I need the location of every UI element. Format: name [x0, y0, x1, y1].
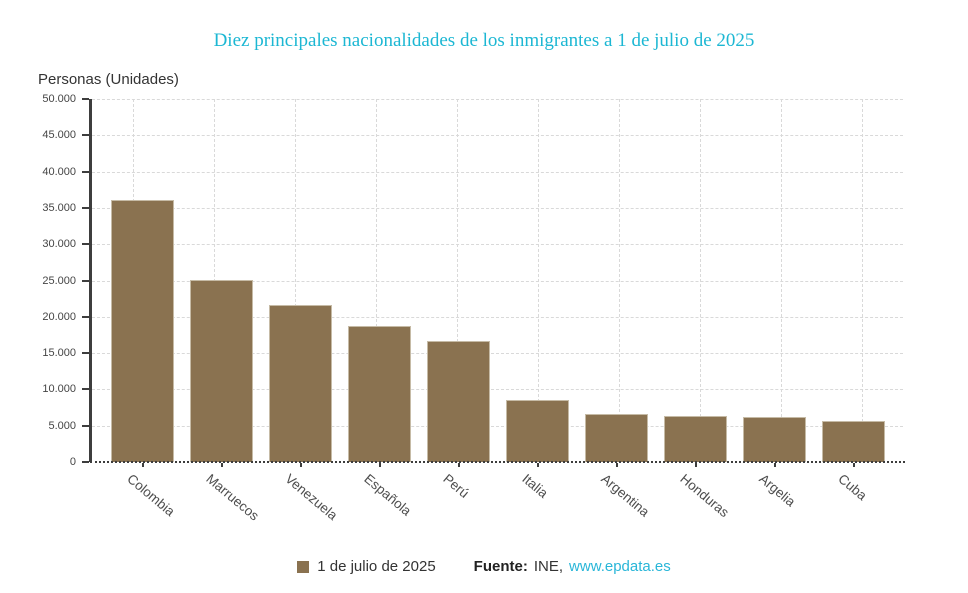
x-label-colombia: Colombia: [123, 471, 178, 520]
x-gridline: [375, 99, 377, 462]
x-gridline: [862, 99, 864, 462]
x-label-argelia: Argelia: [755, 471, 798, 510]
source-link[interactable]: www.epdata.es: [569, 558, 671, 575]
x-gridline: [619, 99, 621, 462]
x-gridline: [294, 99, 296, 462]
bar-peru: [427, 341, 490, 462]
x-tick: [773, 463, 776, 467]
y-tick: [82, 98, 89, 100]
y-axis-title: Personas (Unidades): [38, 71, 179, 88]
y-tick-label: 50.000: [42, 93, 76, 105]
x-label-peru: Perú: [439, 471, 472, 501]
x-tick: [220, 463, 223, 467]
x-tick: [299, 463, 302, 467]
bar-colombia: [111, 199, 174, 462]
y-tick-label: 40.000: [42, 165, 76, 178]
bar-italia: [506, 400, 569, 462]
x-label-venezuela: Venezuela: [281, 471, 340, 524]
y-tick: [82, 315, 89, 318]
y-tick: [82, 352, 89, 355]
y-gridline: [92, 280, 903, 282]
y-gridline: [92, 135, 903, 137]
x-axis-baseline: [90, 461, 905, 463]
bar-cuba: [822, 420, 885, 462]
x-tick: [378, 463, 381, 467]
y-tick: [82, 170, 89, 173]
x-gridline: [538, 99, 540, 462]
legend-label: 1 de julio de 2025: [317, 558, 436, 575]
source-label: Fuente:: [473, 558, 528, 575]
x-label-honduras: Honduras: [676, 471, 732, 521]
bar-venezuela: [269, 305, 332, 462]
y-tick: [82, 279, 89, 282]
source-note: Fuente: INE, www.epdata.es: [474, 558, 671, 575]
x-gridline: [456, 99, 458, 462]
x-tick: [615, 463, 618, 467]
x-label-argentina: Argentina: [597, 471, 652, 520]
bar-marruecos: [190, 279, 253, 462]
y-tick-label: 15.000: [42, 347, 76, 360]
y-gridline: [92, 99, 903, 100]
y-tick-label: 5.000: [48, 419, 76, 432]
y-tick-label: 35.000: [42, 201, 76, 214]
y-tick: [82, 388, 89, 391]
bar-argentina: [585, 414, 648, 462]
bar-honduras: [664, 415, 727, 462]
x-label-cuba: Cuba: [834, 471, 870, 504]
y-gridline: [92, 171, 903, 173]
y-tick: [82, 424, 89, 427]
y-tick-label: 25.000: [42, 274, 76, 287]
chart-legend: 1 de julio de 2025 Fuente: INE, www.epda…: [0, 558, 968, 575]
legend-swatch-icon: [297, 560, 310, 573]
y-gridline: [92, 207, 903, 209]
x-label-espanola: Española: [360, 471, 414, 519]
y-tick: [82, 243, 89, 246]
y-tick: [82, 206, 89, 209]
y-tick-label: 30.000: [42, 238, 76, 251]
y-tick-label: 0: [69, 456, 76, 468]
bar-argelia: [743, 417, 806, 462]
y-tick-label: 10.000: [42, 383, 76, 396]
x-tick: [457, 463, 460, 467]
y-gridline: [92, 353, 903, 355]
x-label-italia: Italia: [518, 471, 551, 501]
bar-espanola: [348, 326, 411, 462]
x-tick: [536, 463, 539, 467]
x-gridline: [700, 99, 702, 462]
y-gridline: [92, 316, 903, 318]
x-tick: [141, 463, 144, 467]
y-tick-label: 45.000: [42, 129, 76, 142]
chart-title: Diez principales nacionalidades de los i…: [213, 30, 755, 51]
y-gridline: [92, 425, 903, 427]
y-tick-label: 20.000: [42, 310, 76, 323]
y-tick: [82, 134, 89, 137]
x-gridline: [781, 99, 783, 462]
source-name: INE,: [533, 558, 564, 575]
y-tick: [82, 461, 89, 463]
x-tick: [694, 463, 697, 467]
y-gridline: [92, 389, 903, 391]
y-gridline: [92, 244, 903, 246]
x-label-marruecos: Marruecos: [202, 471, 262, 524]
x-tick: [852, 463, 855, 467]
plot-area: 0 5.000 10.000 15.000 20.000 25.000 30.000 35.0…: [42, 94, 905, 523]
legend-item: 1 de julio de 2025: [297, 558, 436, 575]
